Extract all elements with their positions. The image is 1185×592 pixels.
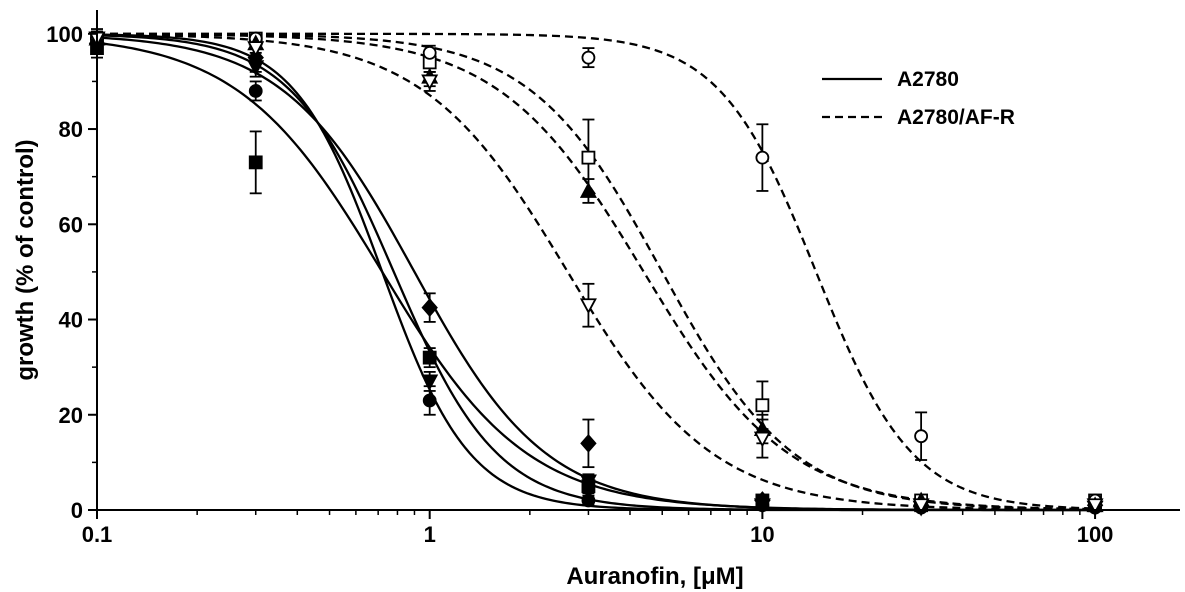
fit-curve-series-5 — [97, 32, 1096, 510]
data-point-series-1-circle-filled — [248, 84, 263, 98]
legend: A2780 A2780/AF-R — [822, 68, 1015, 129]
data-point-series-6-triangle-up-filled — [579, 182, 597, 198]
data-point-series-7-triangle-down-open — [912, 498, 930, 515]
data-point-series-5-circle-open — [914, 429, 929, 444]
data-point-series-2-triangle-down-filled — [421, 374, 439, 391]
data-point-series-7-triangle-down-open — [421, 74, 439, 91]
y-tick-label: 60 — [59, 212, 83, 237]
data-point-series-3-diamond-filled — [754, 491, 771, 510]
data-point-series-1-circle-filled — [581, 493, 596, 508]
x-tick-label: 10 — [750, 522, 774, 547]
x-tick-label: 1 — [424, 522, 436, 547]
y-tick-label: 100 — [46, 22, 83, 47]
data-point-series-7-triangle-down-open — [1086, 498, 1104, 515]
ticks-layer: 0.1 1 10 100 0 20 40 60 80 100 — [46, 22, 1113, 547]
legend-label-a2780-af-r: A2780/AF-R — [897, 106, 1015, 129]
data-point-series-3-diamond-filled — [247, 48, 264, 67]
y-tick-label: 20 — [59, 403, 83, 428]
y-axis-title: growth (% of control) — [12, 139, 39, 380]
axes-layer — [96, 10, 1180, 511]
data-point-series-5-circle-open — [755, 150, 770, 165]
x-tick-label: 0.1 — [82, 522, 113, 547]
data-point-series-5-circle-open — [581, 50, 596, 65]
data-point-series-1-circle-filled — [422, 393, 437, 408]
legend-label-a2780: A2780 — [897, 68, 959, 91]
data-point-series-7-triangle-down-open — [247, 41, 265, 57]
data-point-series-0-square-filled — [248, 155, 263, 170]
data-point-series-0-square-filled — [422, 350, 437, 365]
data-point-series-5-circle-open — [422, 45, 437, 60]
x-tick-label: 100 — [1077, 522, 1114, 547]
y-tick-label: 80 — [59, 117, 83, 142]
data-point-series-2-triangle-down-filled — [579, 474, 597, 491]
y-tick-label: 40 — [59, 308, 83, 333]
errorbars-layer — [91, 28, 1102, 511]
data-point-series-4-square-open — [755, 398, 770, 413]
data-point-series-4-square-open — [581, 150, 596, 165]
data-point-series-3-diamond-filled — [580, 433, 597, 453]
x-axis-title: Auranofin, [μM] — [566, 563, 743, 590]
markers-layer — [88, 29, 1104, 517]
data-point-series-7-triangle-down-open — [753, 431, 771, 448]
y-tick-label: 0 — [71, 498, 83, 523]
data-point-series-3-diamond-filled — [421, 298, 438, 317]
data-point-series-7-triangle-down-open — [579, 298, 597, 315]
